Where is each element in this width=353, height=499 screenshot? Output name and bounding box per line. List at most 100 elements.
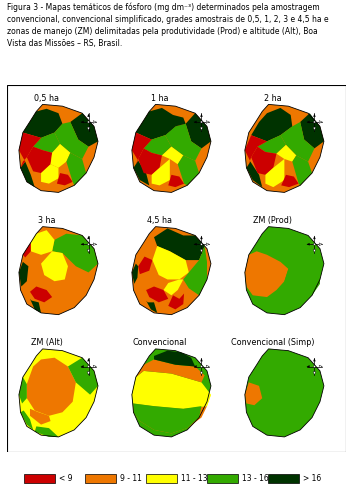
Polygon shape [306,121,310,123]
Polygon shape [206,243,209,246]
Polygon shape [306,243,310,246]
Text: 13 - 16: 13 - 16 [242,474,269,483]
Polygon shape [168,175,184,187]
Polygon shape [313,127,316,131]
Polygon shape [245,227,324,315]
Polygon shape [193,243,197,246]
Polygon shape [133,404,207,434]
Polygon shape [165,124,202,161]
Polygon shape [87,250,90,253]
Polygon shape [152,246,189,279]
Polygon shape [251,147,276,175]
Polygon shape [245,104,324,193]
Polygon shape [19,262,28,286]
Polygon shape [136,359,205,382]
Polygon shape [132,386,211,409]
Polygon shape [245,349,324,437]
Polygon shape [206,121,209,123]
Polygon shape [19,133,41,168]
Polygon shape [313,113,316,117]
Polygon shape [136,108,175,140]
Text: 1 ha: 1 ha [151,93,168,103]
Polygon shape [162,115,186,135]
Polygon shape [200,372,203,375]
Polygon shape [132,104,211,193]
Polygon shape [30,409,50,425]
Polygon shape [265,159,285,187]
Polygon shape [93,365,96,368]
Bar [24,474,55,483]
Bar [207,474,238,483]
Polygon shape [178,156,199,185]
Circle shape [201,243,202,246]
Polygon shape [87,236,90,239]
Polygon shape [154,351,195,366]
Polygon shape [93,121,96,123]
Polygon shape [31,230,54,255]
Polygon shape [80,243,84,246]
Circle shape [313,121,315,123]
Circle shape [313,365,315,368]
Polygon shape [313,236,316,239]
Bar [85,474,116,483]
Polygon shape [183,246,207,295]
Polygon shape [70,113,98,147]
Polygon shape [138,148,162,175]
Polygon shape [193,121,197,123]
Polygon shape [87,127,90,131]
Polygon shape [80,121,84,123]
Polygon shape [168,293,184,309]
Polygon shape [300,113,324,148]
Circle shape [88,121,89,123]
Circle shape [313,243,315,246]
Polygon shape [206,365,209,368]
Text: 11 - 13: 11 - 13 [181,474,208,483]
Polygon shape [132,263,138,284]
Polygon shape [319,243,322,246]
Polygon shape [280,122,315,162]
Text: 2 ha: 2 ha [264,93,281,103]
Polygon shape [54,122,89,159]
Polygon shape [245,135,267,168]
Polygon shape [19,349,98,437]
Polygon shape [146,300,157,313]
Polygon shape [200,127,203,131]
Polygon shape [133,161,149,185]
Polygon shape [80,365,84,368]
Polygon shape [200,113,203,117]
Text: 0,5 ha: 0,5 ha [34,93,59,103]
Polygon shape [57,173,73,185]
Polygon shape [50,144,70,168]
Text: 4,5 ha: 4,5 ha [147,216,172,225]
Polygon shape [313,358,316,361]
Circle shape [88,243,89,246]
Text: Convencional (Simp): Convencional (Simp) [231,338,314,347]
Polygon shape [257,135,286,154]
Polygon shape [93,243,96,246]
Polygon shape [245,251,288,297]
Text: < 9: < 9 [59,474,73,483]
Polygon shape [152,159,170,185]
Polygon shape [35,426,59,437]
Bar [146,474,177,483]
Polygon shape [292,156,312,185]
Polygon shape [200,358,203,361]
Polygon shape [20,411,33,430]
Polygon shape [186,113,211,148]
Text: ZM (Alt): ZM (Alt) [31,338,62,347]
Polygon shape [41,164,59,184]
Polygon shape [306,365,310,368]
Polygon shape [132,227,211,315]
Polygon shape [163,279,183,295]
Polygon shape [200,236,203,239]
Polygon shape [30,299,41,313]
Polygon shape [319,365,322,368]
Polygon shape [138,256,152,274]
Polygon shape [68,358,98,395]
Polygon shape [23,243,31,257]
Polygon shape [27,358,76,416]
Polygon shape [19,104,98,193]
Circle shape [201,365,202,368]
Polygon shape [87,113,90,117]
Polygon shape [87,358,90,361]
